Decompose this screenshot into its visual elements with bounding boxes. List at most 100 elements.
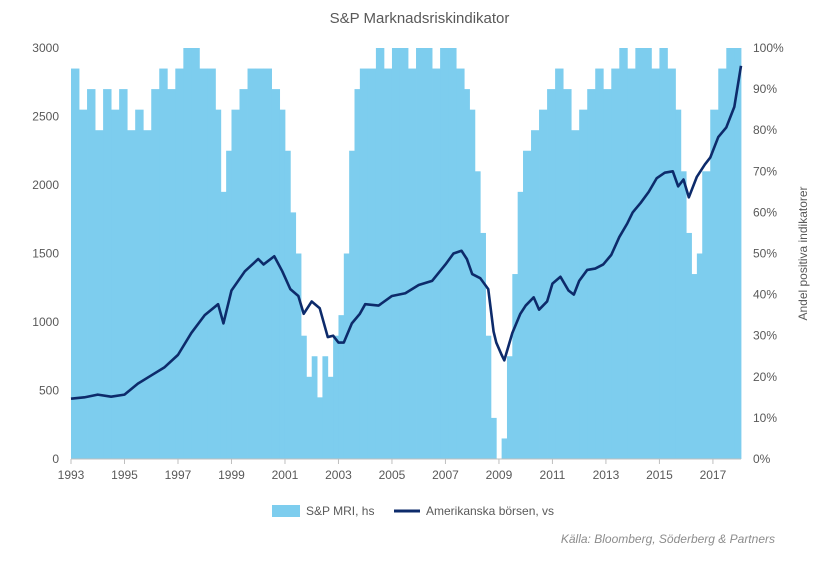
mri-bar (175, 68, 184, 460)
x-tick-label: 2009 (486, 468, 513, 482)
mri-bar (490, 417, 497, 459)
y-right-tick-label: 100% (753, 41, 784, 55)
mri-bar (391, 48, 401, 459)
mri-bar (279, 109, 286, 460)
y-left-tick-label: 2000 (32, 178, 59, 192)
mri-bar (501, 438, 508, 459)
mri-bar (215, 109, 222, 460)
mri-bar (159, 68, 168, 460)
mri-bar (103, 89, 112, 459)
y-right-axis-title: Andel positiva indikatorer (796, 186, 810, 320)
mri-bar (517, 191, 524, 459)
x-tick-label: 1999 (218, 468, 245, 482)
mri-bar (432, 68, 441, 460)
mri-bar (651, 68, 660, 460)
x-tick-label: 2017 (700, 468, 727, 482)
mri-bar (635, 48, 644, 459)
y-right-tick-label: 80% (753, 123, 777, 137)
y-right-tick-label: 0% (753, 452, 771, 466)
mri-bar (354, 89, 361, 459)
x-tick-label: 1993 (58, 468, 85, 482)
axes-layer: 1993 1995 1997 1999 2001 2003 2005 2007 2009 2011… (32, 41, 810, 482)
mri-bar (563, 89, 572, 459)
mri-bar (343, 253, 350, 459)
mri-bar (579, 109, 588, 460)
mri-bar (702, 171, 711, 460)
mri-bar (539, 109, 548, 460)
y-left-tick-label: 2500 (32, 110, 59, 124)
chart-title: S&P Marknadsriskindikator (329, 10, 510, 27)
mri-bar (301, 335, 307, 459)
mri-bar (399, 48, 409, 459)
mri-bar (71, 68, 80, 460)
mri-bar (547, 89, 556, 459)
mri-bar (327, 376, 334, 459)
legend: S&P MRI, hs Amerikanska börsen, vs (272, 504, 554, 518)
y-left-tick-label: 1500 (32, 247, 59, 261)
y-right-tick-label: 90% (753, 82, 777, 96)
mri-bar (375, 48, 385, 459)
mri-bar (696, 253, 703, 459)
mri-bar (322, 356, 329, 459)
mri-bar (474, 171, 481, 460)
y-left-tick-label: 500 (39, 384, 59, 398)
mri-bar (643, 48, 652, 459)
mri-bar (627, 68, 636, 460)
mri-bar (284, 150, 291, 459)
mri-bar (359, 68, 369, 460)
x-tick-label: 2013 (593, 468, 620, 482)
mri-bar (512, 274, 519, 459)
mri-bar (135, 109, 144, 460)
mri-bar (333, 335, 339, 459)
mri-bar (127, 130, 136, 459)
mri-bar (263, 68, 272, 460)
mri-bar (111, 109, 120, 460)
mri-bar (290, 212, 297, 459)
mri-bar (255, 68, 264, 460)
mri-bar (691, 274, 698, 459)
mri-bar (119, 89, 128, 459)
mri-bar (191, 48, 200, 459)
mri-bar (220, 191, 227, 459)
x-tick-label: 1997 (165, 468, 192, 482)
mri-bar (183, 48, 192, 459)
mri-bar (306, 376, 313, 459)
y-right-tick-label: 30% (753, 329, 777, 343)
mri-bar (734, 48, 742, 459)
mri-bar (464, 89, 470, 459)
legend-swatch-mri (272, 505, 300, 517)
x-tick-label: 2001 (272, 468, 299, 482)
mri-bar (659, 48, 668, 459)
y-right-tick-label: 70% (753, 164, 777, 178)
legend-label-mri: S&P MRI, hs (306, 504, 374, 518)
x-tick-label: 1995 (111, 468, 138, 482)
mri-bar (675, 109, 682, 460)
mri-bar (480, 232, 486, 459)
mri-bar (383, 68, 393, 460)
mri-bar (555, 68, 564, 460)
y-left-tick-label: 3000 (32, 41, 59, 55)
mri-bar (469, 109, 476, 460)
mri-bar (726, 48, 735, 459)
mri-bar (710, 109, 719, 460)
mri-bar (595, 68, 604, 460)
mri-bar (571, 130, 580, 459)
mri-bar (603, 89, 612, 459)
y-right-tick-label: 60% (753, 205, 777, 219)
line-layer (70, 65, 743, 401)
mri-bar (667, 68, 676, 460)
mri-bar (151, 89, 160, 459)
mri-bar (587, 89, 596, 459)
mri-bar (349, 150, 355, 459)
y-right-tick-label: 50% (753, 247, 777, 261)
x-tick-label: 2015 (646, 468, 673, 482)
index-line (70, 65, 743, 401)
mri-bar (506, 356, 513, 459)
legend-label-index: Amerikanska börsen, vs (426, 504, 554, 518)
x-tick-label: 2003 (325, 468, 352, 482)
mri-bar (367, 68, 377, 460)
mri-bar (317, 397, 323, 459)
mri-bar (143, 130, 152, 459)
